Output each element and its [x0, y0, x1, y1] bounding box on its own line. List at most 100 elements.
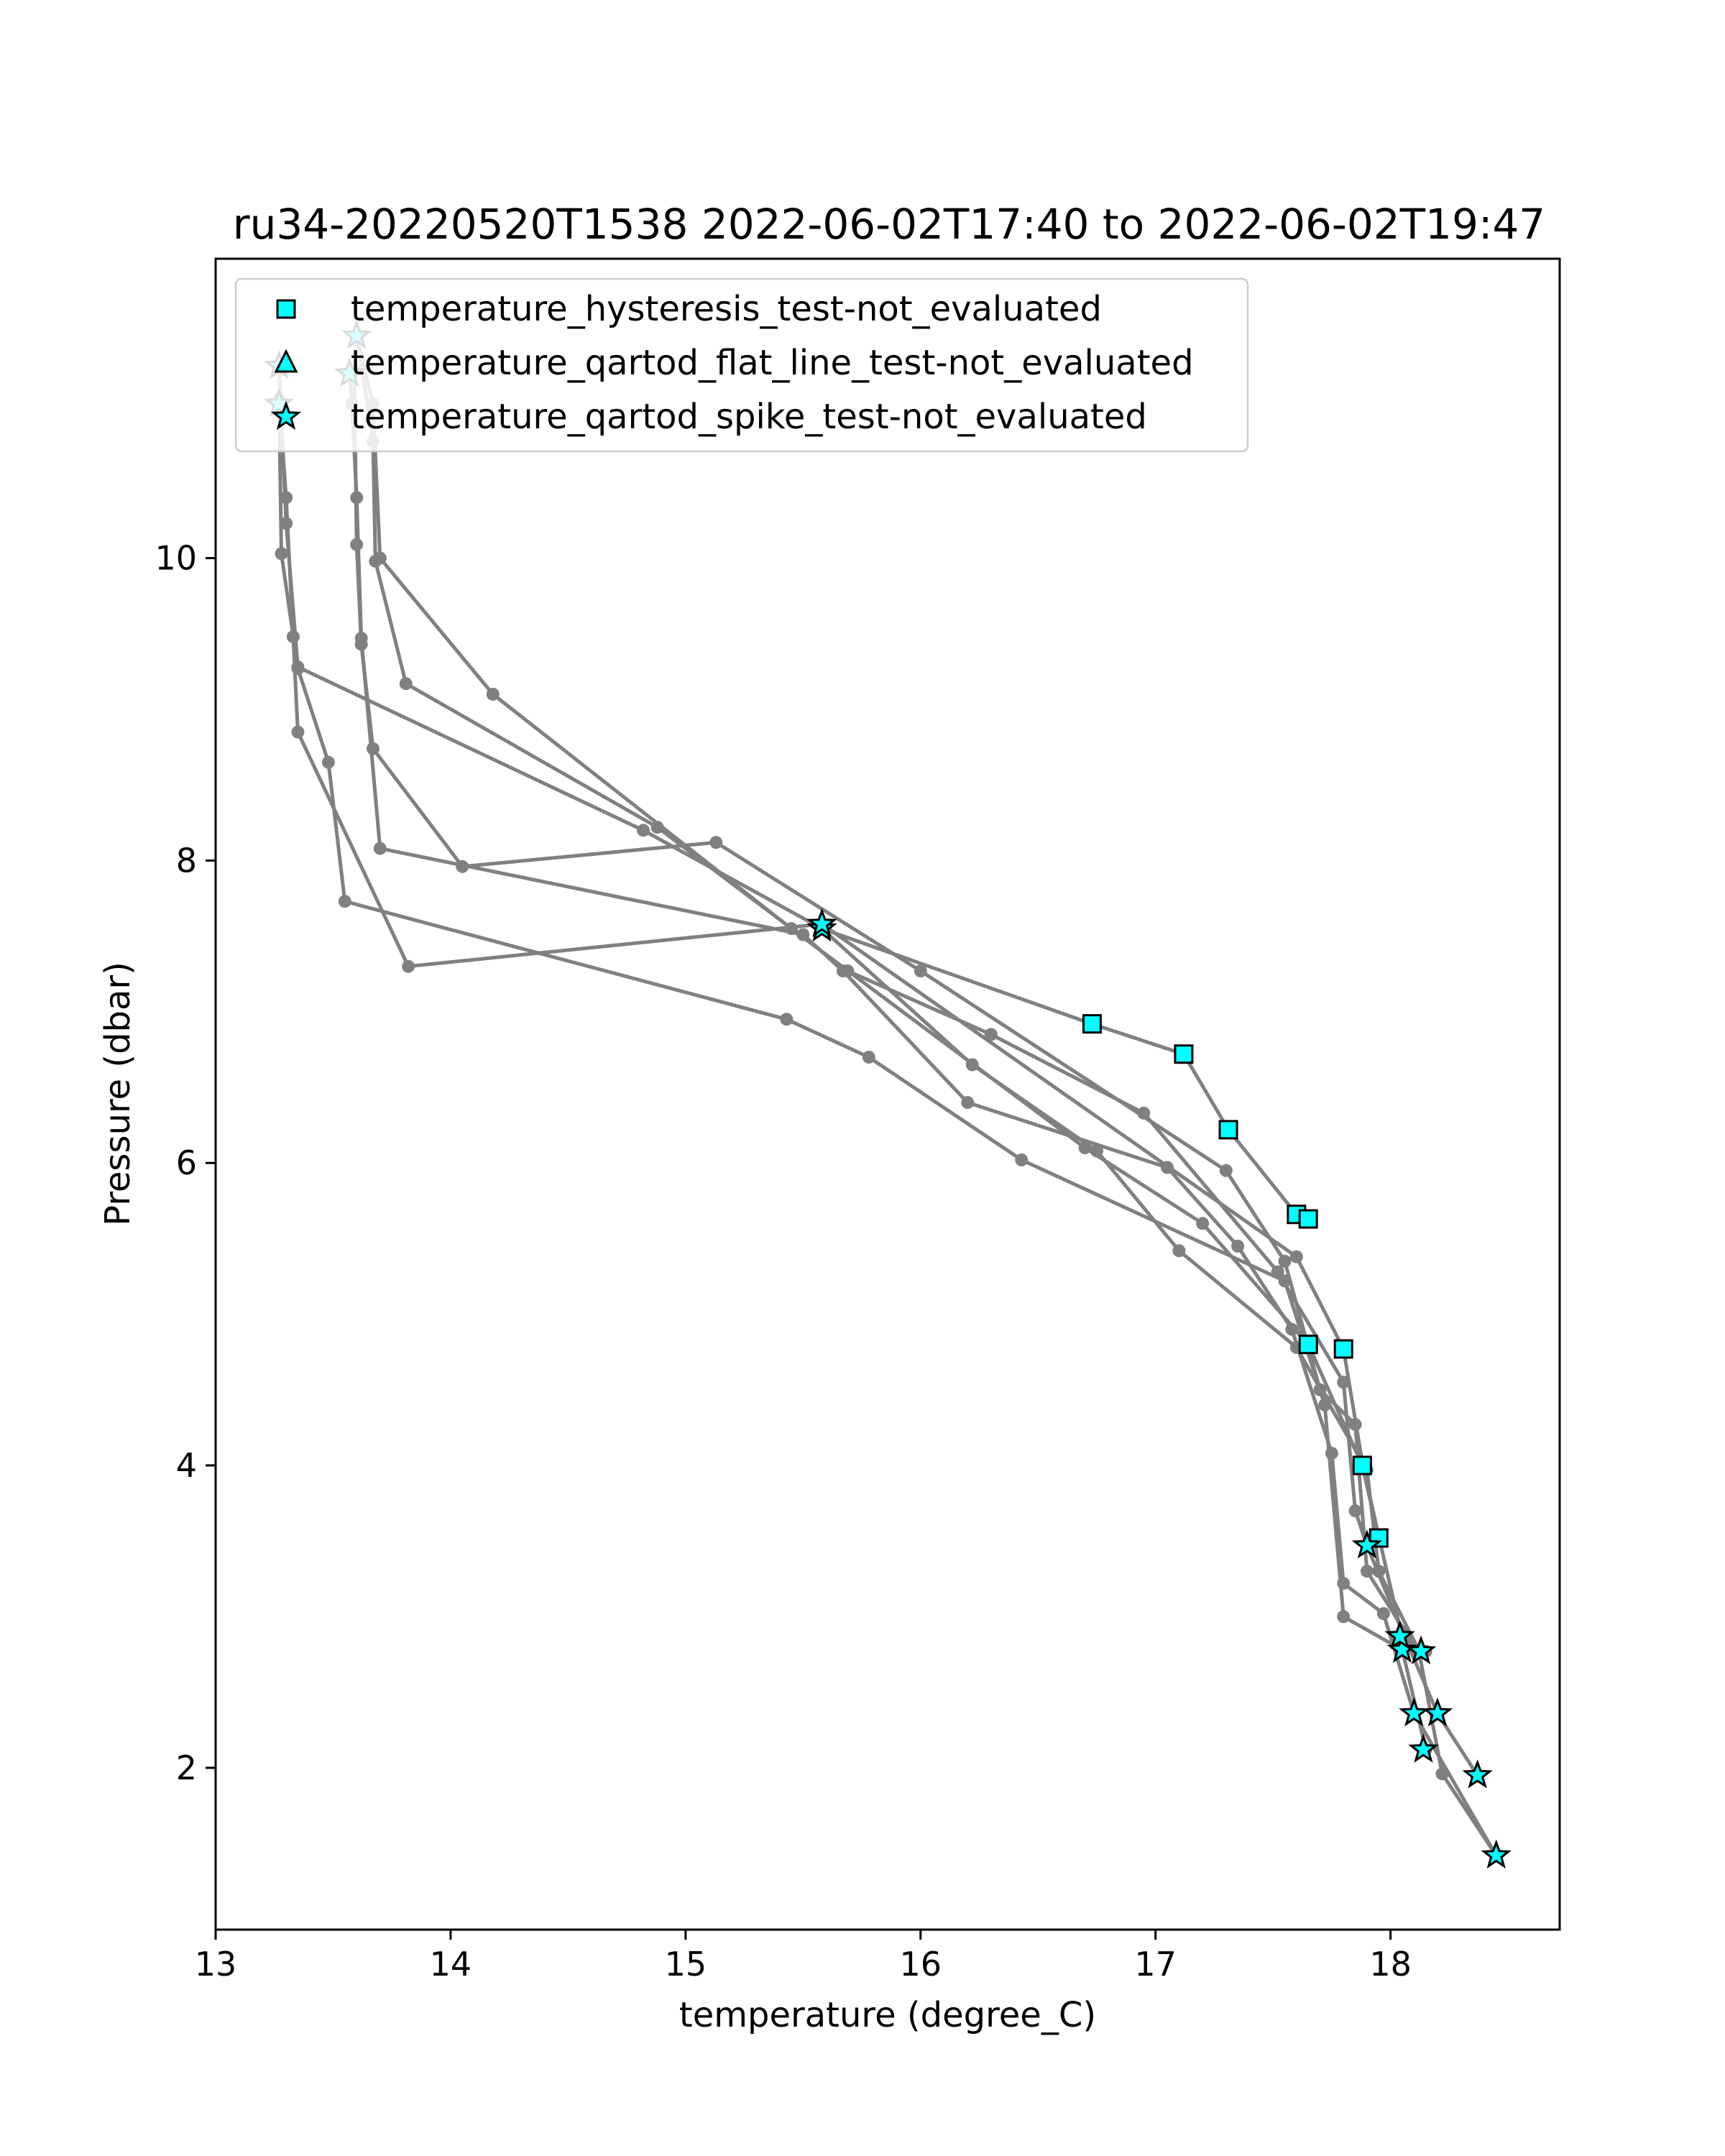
- x-axis-ticks: 13 14 15 16 17 18: [195, 1930, 1412, 1984]
- profile-point: [1348, 1504, 1362, 1518]
- spike-flag-marker: [1405, 1635, 1437, 1664]
- spike-flag-marker: [1422, 1697, 1453, 1727]
- spike-flag-marker: [1481, 1839, 1512, 1869]
- hysteresis-flag-marker: [1218, 1120, 1238, 1140]
- y-tick-label: 8: [176, 841, 197, 880]
- profile-point: [1278, 1255, 1292, 1268]
- hysteresis-flag-marker: [1352, 1455, 1372, 1475]
- profile-point: [1015, 1153, 1029, 1166]
- profile-point: [373, 551, 387, 565]
- profile-point: [1318, 1398, 1332, 1411]
- profile-point: [456, 860, 469, 873]
- profile-point: [637, 824, 650, 837]
- y-tick-label: 2: [176, 1749, 197, 1787]
- profile-point: [1376, 1607, 1390, 1621]
- profile-point: [1090, 1144, 1103, 1158]
- profile-point: [1325, 1447, 1338, 1460]
- profile-point: [367, 742, 380, 755]
- y-tick-label: 6: [176, 1143, 197, 1182]
- hysteresis-flag-marker: [1174, 1044, 1194, 1064]
- legend-marker-square: [276, 299, 296, 319]
- x-axis-label: temperature (degree_C): [679, 1995, 1096, 2035]
- profile-point: [399, 677, 413, 691]
- profile-line-7: [354, 335, 1381, 1539]
- hysteresis-flag-marker: [1333, 1339, 1353, 1359]
- profile-point: [291, 725, 305, 739]
- profile-point: [350, 491, 364, 505]
- x-tick-label: 13: [195, 1945, 237, 1984]
- profile-point: [354, 637, 368, 651]
- profile-point: [1231, 1240, 1245, 1253]
- y-tick-label: 4: [176, 1446, 197, 1485]
- profile-point: [1337, 1577, 1351, 1590]
- profile-point: [914, 964, 927, 977]
- legend: temperature_hysteresis_test-not_evaluate…: [234, 277, 1249, 453]
- profile-line-5: [277, 399, 1427, 1654]
- hysteresis-flag-marker: [1082, 1014, 1102, 1034]
- profile-point: [965, 1058, 979, 1072]
- legend-box: [234, 277, 1249, 453]
- profile-point: [862, 1051, 875, 1064]
- profile-point: [984, 1028, 998, 1041]
- hysteresis-flag-marker: [1298, 1209, 1318, 1229]
- profile-point: [1278, 1274, 1292, 1288]
- profile-point: [1289, 1250, 1303, 1263]
- profile-point: [1313, 1383, 1327, 1396]
- x-tick-label: 18: [1369, 1945, 1412, 1984]
- profile-point: [1435, 1767, 1449, 1781]
- profile-point: [1285, 1322, 1299, 1336]
- profile-point: [780, 1013, 794, 1026]
- x-tick-label: 17: [1134, 1945, 1177, 1984]
- profile-point: [1337, 1610, 1351, 1623]
- x-tick-label: 15: [665, 1945, 707, 1984]
- spike-flag-marker: [806, 908, 837, 937]
- legend-marker-triangle: [274, 349, 298, 373]
- legend-markers: [270, 299, 302, 430]
- spike-flag-marker: [1351, 1529, 1383, 1559]
- profile-point: [785, 922, 798, 936]
- spike-flag-marker: [1408, 1733, 1439, 1763]
- profile-point: [350, 538, 364, 551]
- profile-point: [275, 547, 288, 561]
- profile-point: [650, 821, 664, 834]
- legend-label-hysteresis: temperature_hysteresis_test-not_evaluate…: [351, 289, 1102, 329]
- profile-line-1: [277, 366, 1498, 1857]
- profile-point: [291, 662, 305, 676]
- profile-point: [286, 630, 300, 643]
- plot-frame: [214, 257, 1561, 1931]
- profile-point: [961, 1096, 975, 1110]
- y-tick-label: 10: [155, 539, 197, 578]
- legend-label-flat-line: temperature_qartod_flat_line_test-not_ev…: [351, 343, 1194, 383]
- profile-point: [338, 895, 351, 908]
- x-tick-label: 14: [430, 1945, 472, 1984]
- spike-flag-marker: [1399, 1697, 1430, 1727]
- profile-point: [836, 964, 850, 977]
- profile-point: [1137, 1106, 1151, 1120]
- profile-point: [486, 688, 500, 701]
- profile-point: [1360, 1565, 1374, 1578]
- profile-point: [280, 491, 293, 505]
- profile-point: [1196, 1217, 1210, 1230]
- chart-title: ru34-20220520T1538 2022-06-02T17:40 to 2…: [233, 200, 1545, 249]
- y-axis-label: Pressure (dbar): [98, 962, 138, 1226]
- profile-point: [1372, 1565, 1386, 1578]
- spike-flag-marker: [1384, 1620, 1415, 1649]
- profile-point: [321, 755, 335, 769]
- profile-point: [280, 517, 293, 530]
- legend-label-spike: temperature_qartod_spike_test-not_evalua…: [351, 397, 1147, 437]
- profile-point: [402, 959, 415, 973]
- profile-point: [709, 836, 723, 849]
- legend-marker-star: [270, 400, 302, 430]
- profile-point: [1271, 1265, 1284, 1279]
- profile-point: [1078, 1141, 1092, 1155]
- hysteresis-flag-marker: [1368, 1528, 1389, 1548]
- profile-point: [1348, 1418, 1362, 1432]
- profile-point: [796, 928, 810, 941]
- profile-point: [373, 842, 387, 855]
- profile-point: [1172, 1244, 1186, 1258]
- x-tick-label: 16: [899, 1945, 942, 1984]
- plot-area: [216, 259, 1560, 1930]
- y-axis-ticks: 2 4 6 8 10: [155, 539, 216, 1787]
- spike-flag-marker: [1462, 1759, 1493, 1789]
